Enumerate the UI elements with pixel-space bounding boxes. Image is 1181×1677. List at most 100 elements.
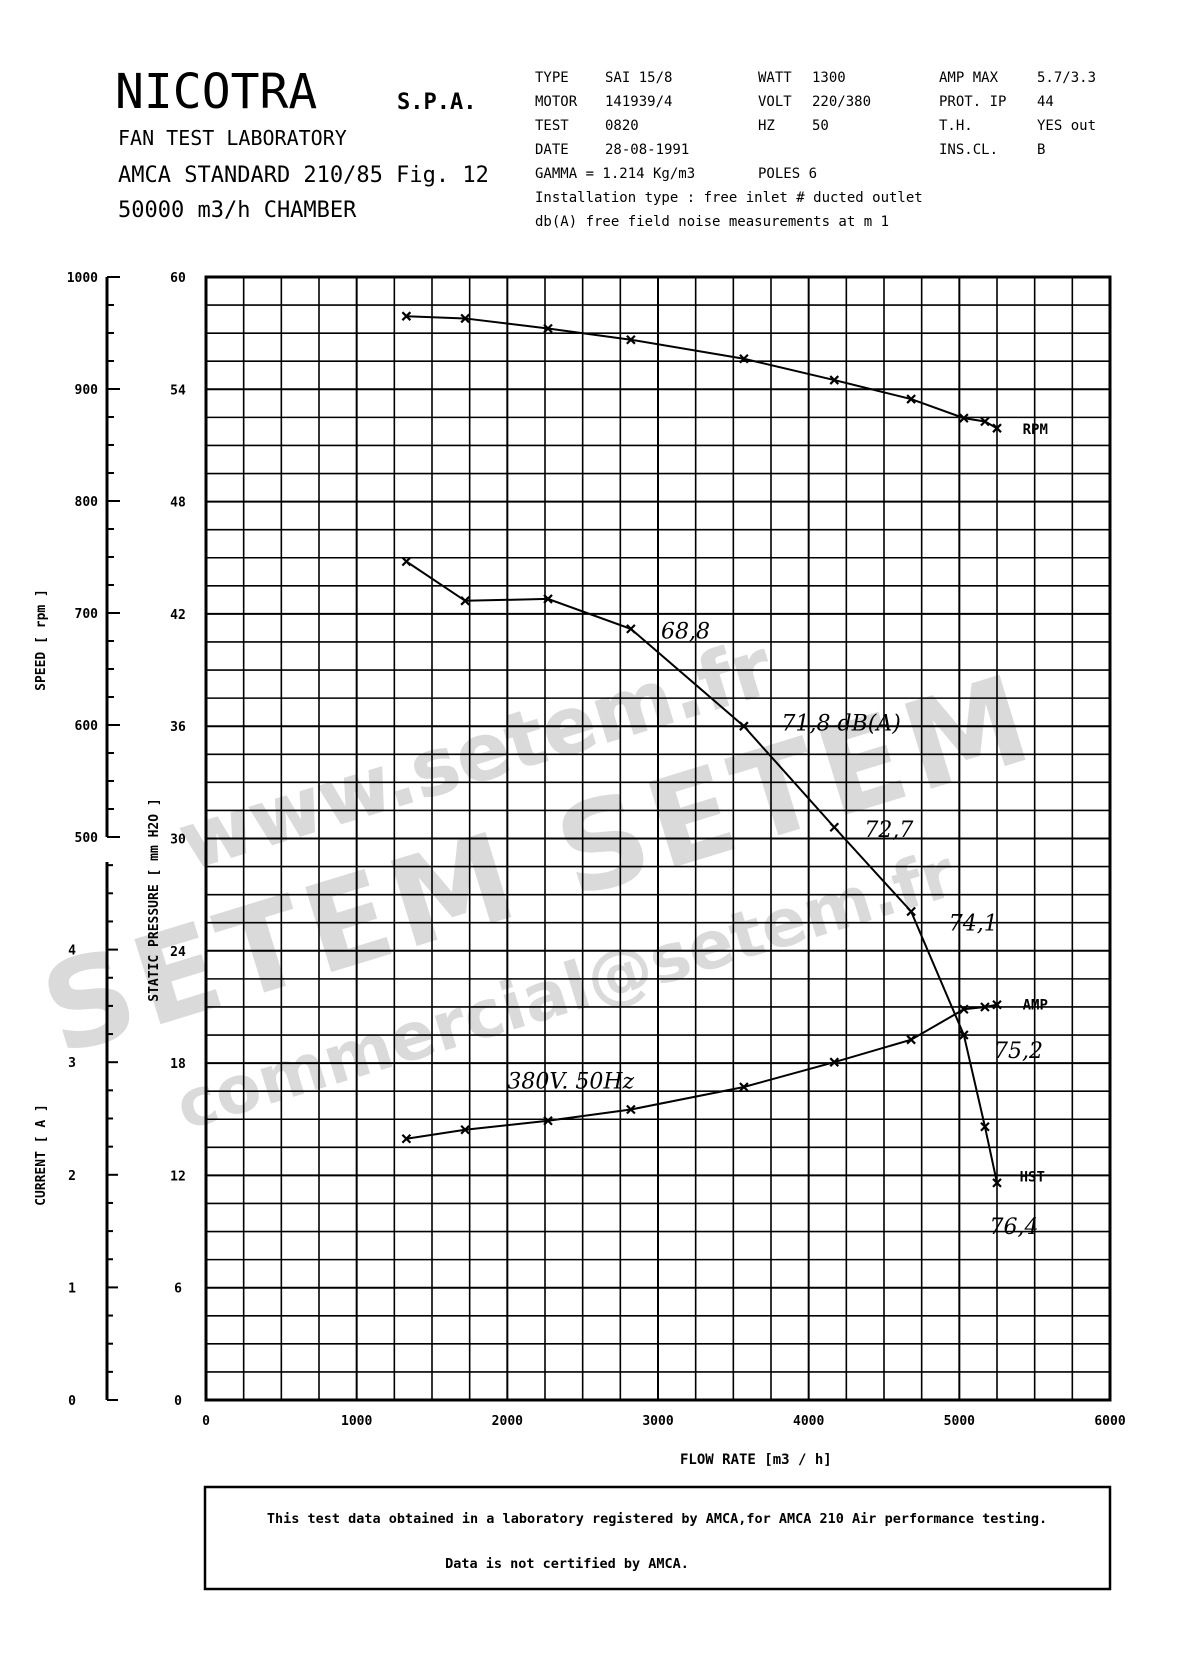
chamber: 50000 m3/h CHAMBER	[118, 198, 357, 223]
x-tick-label: 1000	[341, 1414, 372, 1429]
speed-tick-label: 800	[75, 495, 99, 510]
annotations: RPM AMP HST 68,8 71,8 dB(A) 72,7 74,1 75,2 76,4 3…	[507, 422, 1048, 1240]
annotation-value: 68,8	[661, 620, 710, 645]
speed-axis-title: SPEED [ rpm ]	[34, 589, 49, 691]
series-point-rpm	[626, 334, 636, 345]
x-tick-label: 6000	[1094, 1414, 1125, 1429]
current-tick-label: 4	[68, 944, 76, 959]
annotation-value: 74,1	[949, 912, 998, 937]
pressure-tick-label: 6	[174, 1282, 182, 1297]
series-point-hst	[980, 1121, 990, 1132]
series-point-rpm	[980, 416, 990, 427]
annotation-value: 380V. 50Hz	[507, 1069, 634, 1094]
series-point-amp	[739, 1082, 749, 1092]
series-point-rpm	[739, 353, 749, 364]
x-tick-label: 4000	[793, 1414, 824, 1429]
series	[401, 311, 1002, 1188]
speed-tick-label: 600	[75, 719, 99, 734]
series-point-amp	[460, 1124, 470, 1135]
pressure-tick-label: 18	[170, 1057, 186, 1072]
watt-label: WATT	[758, 70, 792, 86]
series-point-amp	[992, 999, 1002, 1010]
x-tick-label: 3000	[642, 1414, 673, 1429]
pressure-tick-label: 42	[170, 608, 186, 623]
x-tick-label: 5000	[944, 1414, 975, 1429]
pressure-tick-label: 12	[170, 1169, 186, 1184]
test-value: 0820	[605, 118, 639, 134]
speed-tick-label: 1000	[67, 271, 98, 286]
current-tick-label: 0	[68, 1394, 76, 1409]
date-value: 28-08-1991	[605, 142, 689, 158]
annotation-hst-label: HST	[1020, 1169, 1045, 1185]
poles: POLES 6	[758, 166, 817, 182]
annotation-amp-label: AMP	[1023, 998, 1048, 1014]
series-point-hst	[626, 624, 636, 634]
pressure-tick-label: 48	[170, 496, 186, 511]
speed-tick-label: 500	[75, 831, 99, 846]
series-point-rpm	[543, 323, 553, 334]
inscl-label: INS.CL.	[939, 142, 998, 158]
series-point-amp	[626, 1104, 636, 1115]
volt-label: VOLT	[758, 94, 792, 110]
volt-value: 220/380	[812, 94, 871, 110]
pressure-tick-label: 60	[170, 271, 186, 286]
prot-label: PROT. IP	[939, 94, 1006, 110]
series-line-hst	[405, 560, 998, 1184]
test-label: TEST	[535, 118, 569, 134]
series-point-rpm	[906, 394, 916, 404]
pressure-tick-label: 36	[170, 720, 186, 735]
series-point-hst	[401, 556, 412, 567]
noise-note: db(A) free field noise measurements at m…	[535, 214, 889, 230]
motor-label: MOTOR	[535, 94, 578, 110]
type-value: SAI 15/8	[605, 70, 672, 86]
series-point-amp	[959, 1004, 969, 1015]
lab-name: FAN TEST LABORATORY	[118, 126, 347, 150]
footer-box	[203, 1485, 1112, 1591]
prot-value: 44	[1037, 94, 1054, 110]
series-point-hst	[460, 596, 470, 606]
hz-label: HZ	[758, 118, 775, 134]
current-tick-label: 1	[68, 1281, 76, 1296]
hz-value: 50	[812, 118, 829, 134]
current-axis-title: CURRENT [ A ]	[34, 1104, 49, 1206]
pressure-tick-label: 24	[170, 945, 186, 960]
footer-line-1: This test data obtained in a laboratory …	[267, 1511, 1047, 1527]
axes: 0 1000 2000 3000 4000 5000 6000061218243036424…	[67, 271, 1126, 1429]
x-axis-title: FLOW RATE [m3 / h]	[680, 1452, 832, 1468]
pressure-axis-title: STATIC PRESSURE [ mm H2O ]	[147, 798, 162, 1002]
annotation-value: 75,2	[994, 1039, 1043, 1064]
series-line-rpm	[406, 315, 998, 430]
footer-line-2: Data is not certified by AMCA.	[445, 1556, 689, 1572]
pressure-tick-label: 30	[170, 833, 186, 848]
annotation-value: 71,8 dB(A)	[782, 711, 901, 736]
company-name: NICOTRA	[115, 64, 317, 120]
ampmax-label: AMP MAX	[939, 70, 999, 86]
plot-border	[204, 275, 1112, 1402]
series-point-hst	[992, 1178, 1002, 1188]
series-point-rpm	[959, 413, 969, 423]
series-point-rpm	[460, 313, 470, 324]
spec-block: TYPE SAI 15/8 MOTOR 141939/4 TEST 0820 D…	[535, 70, 1096, 230]
series-point-amp	[829, 1057, 840, 1067]
series-point-hst	[829, 822, 840, 833]
series-line-amp	[406, 1003, 998, 1140]
series-point-hst	[739, 721, 749, 731]
series-point-rpm	[401, 311, 412, 321]
annotation-rpm-label: RPM	[1023, 422, 1048, 438]
annotation-value: 76,4	[989, 1215, 1038, 1240]
series-point-amp	[543, 1115, 553, 1126]
speed-tick-label: 900	[75, 383, 99, 398]
series-point-hst	[543, 594, 553, 604]
pressure-tick-label: 54	[170, 383, 186, 398]
motor-value: 141939/4	[605, 94, 672, 110]
th-value: YES out	[1037, 118, 1096, 134]
series-point-amp	[401, 1133, 412, 1144]
type-label: TYPE	[535, 70, 569, 86]
series-point-hst	[906, 906, 916, 917]
standard: AMCA STANDARD 210/85 Fig. 12	[118, 163, 489, 188]
series-point-rpm	[829, 375, 840, 385]
th-label: T.H.	[939, 118, 973, 134]
x-tick-label: 0	[202, 1414, 210, 1429]
watt-value: 1300	[812, 70, 846, 86]
